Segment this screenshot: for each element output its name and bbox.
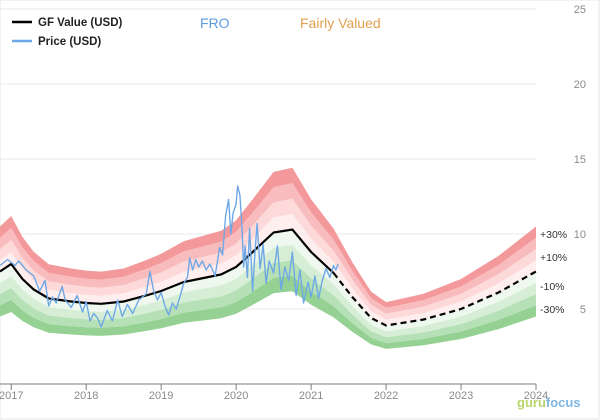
band-label: -30% (540, 304, 565, 316)
price-line (0, 185, 339, 328)
band-labels: +30% +10% -10% -30% (540, 229, 567, 316)
legend-label-gf-value: GF Value (USD) (38, 17, 123, 29)
gf-value-line (0, 228, 335, 305)
watermark: gurufocus (517, 395, 581, 410)
gf-value-projection-line (332, 270, 537, 327)
y-tick-label: 5 (580, 304, 586, 316)
x-tick-label: 2020 (224, 390, 248, 402)
gf-band--30-to--20 (0, 260, 536, 344)
ticker-symbol: FRO (200, 15, 230, 31)
gf-band--10-to-0 (0, 229, 536, 332)
x-tick-label: 2022 (374, 390, 398, 402)
svg-text:gurufocus: gurufocus (517, 395, 581, 410)
watermark-focus: focus (546, 395, 581, 410)
x-tick-label: 2024 (524, 390, 548, 402)
x-tick-label: 2021 (299, 390, 323, 402)
legend: GF Value (USD) Price (USD) (12, 17, 123, 48)
valuation-status: Fairly Valued (300, 15, 381, 31)
series-lines (0, 185, 537, 328)
y-tick-label: 15 (574, 154, 586, 166)
y-tick-label: 20 (574, 79, 586, 91)
y-tick-label: 10 (574, 229, 586, 241)
gf-band-10-to-20 (0, 198, 536, 320)
band-label: +10% (540, 252, 567, 264)
band-label: +30% (540, 229, 567, 241)
y-tick-label: 25 (574, 4, 586, 16)
x-tick-label: 2019 (149, 390, 173, 402)
band-label: -10% (540, 281, 565, 293)
gf-band-30-to-40 (0, 167, 536, 308)
watermark-guru: guru (517, 395, 546, 410)
x-tick-label: 2018 (74, 390, 98, 402)
x-tick-label: 2023 (449, 390, 473, 402)
gf-band--40-to--30 (0, 275, 536, 349)
gf-band--20-to--10 (0, 244, 536, 338)
x-tick-label: 2017 (0, 390, 23, 402)
axes: 5 10 15 20 25 2017 2018 2019 2020 2021 2022 2023 202… (0, 4, 586, 402)
gf-band-20-to-30 (0, 183, 536, 314)
legend-label-price: Price (USD) (38, 36, 101, 48)
